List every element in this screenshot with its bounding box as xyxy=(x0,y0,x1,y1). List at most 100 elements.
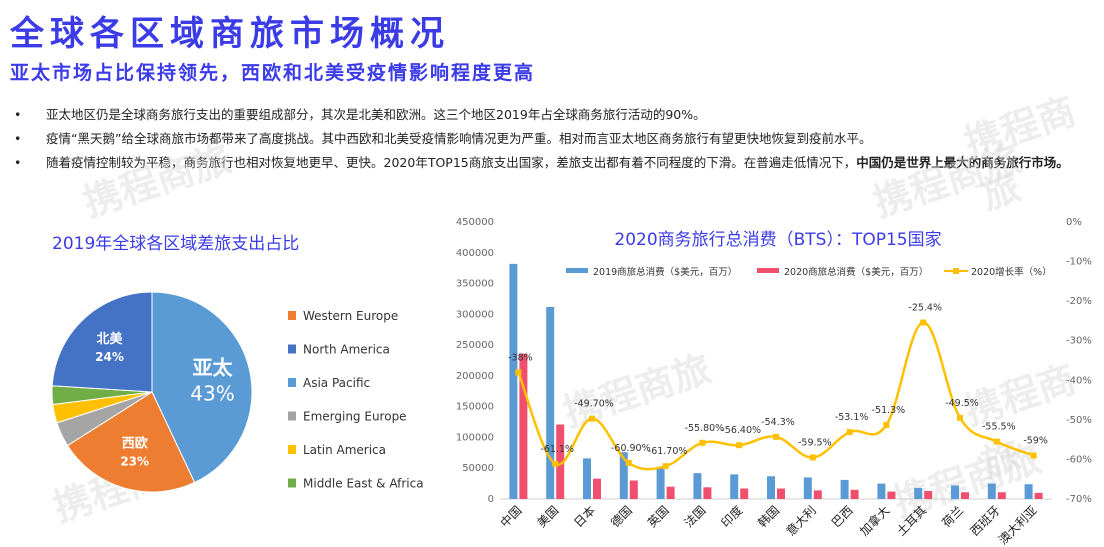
growth-data-label: -56.40% xyxy=(721,425,761,436)
legend-marker xyxy=(288,311,296,320)
y-axis-right-tick: -30% xyxy=(1066,336,1092,347)
legend-marker xyxy=(757,268,779,273)
x-axis-tick: 意大利 xyxy=(783,503,819,539)
pie-slice-value: 23% xyxy=(120,455,149,469)
legend-marker xyxy=(288,344,296,354)
growth-point xyxy=(515,369,522,376)
legend-label: Latin America xyxy=(303,443,386,457)
bar-2019 xyxy=(840,479,849,499)
bar-chart-title: 2020商务旅行总消费（BTS）：TOP15国家 xyxy=(614,230,941,250)
bar-2020 xyxy=(740,488,749,499)
growth-point xyxy=(993,438,1000,445)
legend-label: Western Europe xyxy=(303,309,398,323)
bullet-dot: • xyxy=(14,131,22,146)
growth-point xyxy=(809,454,816,461)
bullet-item: • 亚太地区仍是全球商务旅行支出的重要组成部分，其次是北美和欧洲。这三个地区20… xyxy=(14,103,1099,127)
x-axis-tick: 印度 xyxy=(718,503,746,531)
legend-label: Middle East & Africa xyxy=(303,477,424,491)
x-axis-tick: 中国 xyxy=(497,503,525,531)
pie-chart-title: 2019年全球各区域差旅支出占比 xyxy=(52,234,300,254)
x-axis-tick: 英国 xyxy=(645,503,672,530)
bullet-bold-text: 中国仍是世界上最大的商务旅行市场。 xyxy=(856,155,1069,170)
bullet-item: • 随着疫情控制较为平稳，商务旅行也相对恢复地更早、更快。2020年TOP15商… xyxy=(14,151,1099,175)
y-axis-left-tick: 200000 xyxy=(456,371,494,382)
legend-label: North America xyxy=(303,343,390,357)
x-axis-tick: 加拿大 xyxy=(856,503,892,539)
growth-data-label: -49.5% xyxy=(945,398,979,409)
bar-2019 xyxy=(693,473,702,499)
bar-2019 xyxy=(583,458,591,499)
growth-data-label: -59.5% xyxy=(798,437,832,448)
bar-2019 xyxy=(509,263,518,499)
pie-slice-value: 24% xyxy=(95,350,124,364)
bullet-text: 亚太地区仍是全球商务旅行支出的重要组成部分，其次是北美和欧洲。这三个地区2019… xyxy=(46,107,706,122)
bar-2019 xyxy=(914,487,923,499)
bar-2020 xyxy=(850,489,859,499)
growth-data-label: -61.70% xyxy=(648,446,688,457)
y-axis-right-tick: 0% xyxy=(1066,217,1082,228)
bar-2019 xyxy=(877,483,886,499)
x-axis-tick: 德国 xyxy=(607,503,635,531)
y-axis-left-tick: 0 xyxy=(488,494,494,505)
legend-marker xyxy=(953,268,959,274)
growth-data-label: -49.70% xyxy=(574,399,614,410)
bar-2019 xyxy=(546,306,555,499)
bar-2020 xyxy=(961,492,969,499)
y-axis-left-tick: 100000 xyxy=(456,432,494,443)
pie-slice-label: 亚太 xyxy=(193,355,234,379)
growth-point xyxy=(846,429,853,436)
bullet-dot: • xyxy=(14,155,22,170)
y-axis-left-tick: 300000 xyxy=(456,309,494,320)
growth-point xyxy=(957,414,963,421)
x-axis-tick: 法国 xyxy=(682,503,709,530)
y-axis-left-tick: 250000 xyxy=(456,340,494,351)
bar-2019 xyxy=(803,477,812,499)
growth-data-label: -54.3% xyxy=(761,417,795,428)
page-title: 全球各区域商旅市场概况 xyxy=(10,14,450,54)
x-axis-tick: 日本 xyxy=(571,503,598,530)
bar-2019 xyxy=(951,485,959,499)
y-axis-right-tick: -50% xyxy=(1066,415,1092,426)
x-axis-tick: 澳大利亚 xyxy=(996,503,1040,547)
pie-slice-value: 43% xyxy=(190,381,234,405)
y-axis-left-tick: 400000 xyxy=(456,248,494,259)
y-axis-left-tick: 450000 xyxy=(456,217,494,228)
growth-data-label: -25.4% xyxy=(908,303,942,314)
growth-data-label: -51.3% xyxy=(872,405,906,416)
bar-2019 xyxy=(1024,484,1033,499)
legend-label: Emerging Europe xyxy=(303,410,407,424)
bullet-text: 随着疫情控制较为平稳，商务旅行也相对恢复地更早、更快。2020年TOP15商旅支… xyxy=(46,155,857,170)
bar-2019 xyxy=(656,467,665,499)
growth-point xyxy=(552,460,559,467)
bar-2020 xyxy=(997,492,1006,499)
bullet-list: • 亚太地区仍是全球商务旅行支出的重要组成部分，其次是北美和欧洲。这三个地区20… xyxy=(14,103,1099,175)
x-axis-tick: 美国 xyxy=(534,503,561,530)
bar-2019 xyxy=(767,476,775,499)
bar-2019 xyxy=(987,483,996,499)
pie-slice xyxy=(151,291,253,484)
x-axis-tick: 西班牙 xyxy=(968,503,1003,538)
x-axis-tick: 荷兰 xyxy=(939,503,966,530)
legend-label: 2020商旅总消费（$美元，百万） xyxy=(784,266,928,278)
x-axis-tick: 巴西 xyxy=(829,503,856,530)
growth-data-label: -59% xyxy=(1023,435,1048,446)
legend-marker xyxy=(566,268,588,273)
growth-point xyxy=(883,422,890,429)
legend-label: 2019商旅总消费（$美元，百万） xyxy=(593,266,737,278)
pie-slice xyxy=(51,291,153,393)
growth-point xyxy=(625,459,632,466)
bar-2020 xyxy=(887,491,896,499)
legend-marker xyxy=(288,445,296,454)
bar-2020 xyxy=(556,424,565,499)
bar-2020 xyxy=(924,490,933,499)
page-subtitle: 亚太市场占比保持领先，西欧和北美受疫情影响程度更高 xyxy=(10,62,536,84)
growth-data-label: -38% xyxy=(508,352,533,363)
bar-2019 xyxy=(730,474,739,499)
growth-point xyxy=(736,442,743,449)
y-axis-right-tick: -60% xyxy=(1066,454,1092,465)
y-axis-right-tick: -10% xyxy=(1066,257,1092,268)
y-axis-left-tick: 50000 xyxy=(462,463,494,474)
pie-slice-label: 西欧 xyxy=(122,436,148,452)
y-axis-right-tick: -20% xyxy=(1066,296,1092,307)
